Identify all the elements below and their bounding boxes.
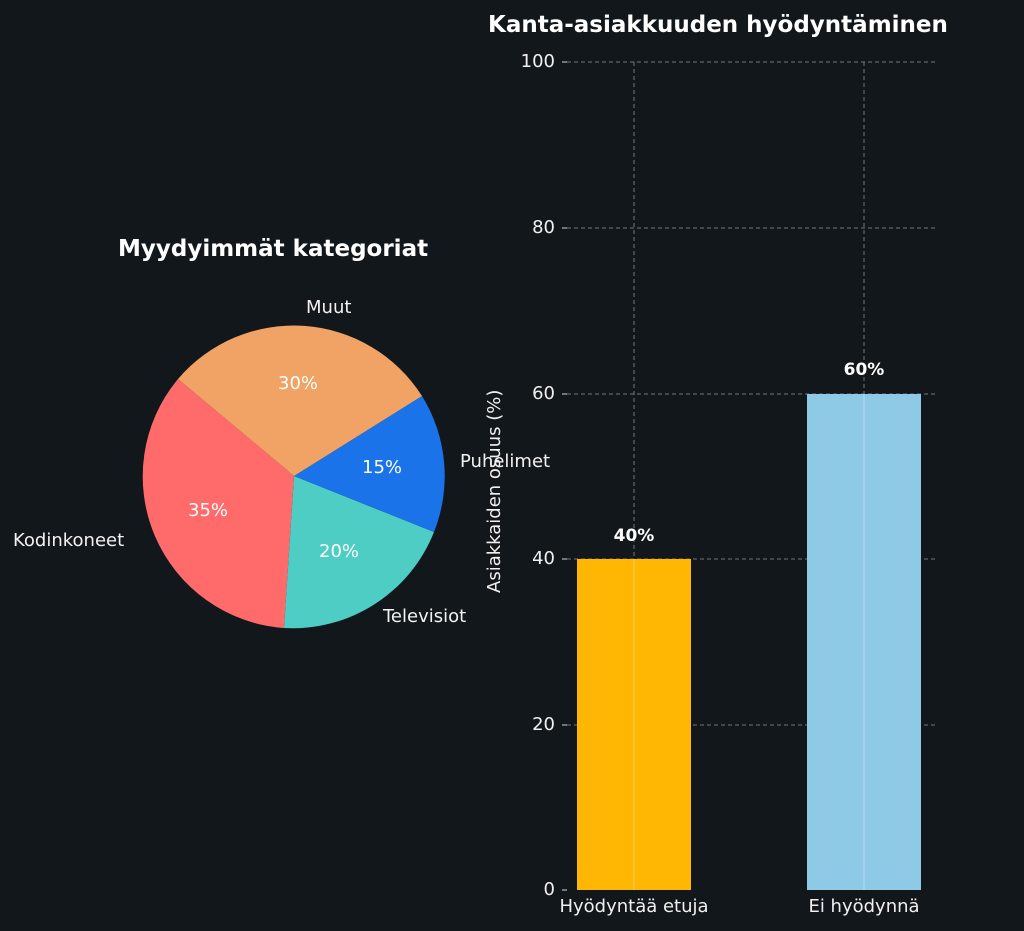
pie-label-puhelimet: Puhelimet bbox=[460, 451, 551, 472]
pie-label-televisiot: Televisiot bbox=[383, 606, 467, 627]
pie-chart bbox=[142, 325, 445, 629]
pie-slice-puhelimet bbox=[294, 396, 445, 532]
pie-label-kodinkoneet: Kodinkoneet bbox=[13, 530, 125, 551]
pie-slice-televisiot bbox=[284, 476, 434, 629]
bar-chart-title: Kanta-asiakkuuden hyödyntäminen bbox=[488, 12, 948, 38]
pie-slice-kodinkoneet bbox=[142, 379, 294, 628]
pie-chart-title: Myydyimmät kategoriat bbox=[118, 236, 429, 262]
pie-label-muut: Muut bbox=[306, 297, 352, 318]
y-axis-label: Asiakkaiden osuus (%) bbox=[484, 389, 505, 593]
bar-value-hyodyntaa: 40% bbox=[613, 526, 655, 546]
y-tick-60: 60 bbox=[532, 383, 555, 404]
y-tick-0: 0 bbox=[543, 879, 555, 900]
y-tick-100: 100 bbox=[520, 51, 555, 72]
y-tick-40: 40 bbox=[532, 548, 555, 569]
bar-hyodyntaa-etuja bbox=[577, 559, 691, 890]
bar-ei-hyodynna bbox=[807, 394, 921, 890]
pie-pct-muut: 30% bbox=[278, 373, 319, 394]
y-tick-marks bbox=[562, 61, 567, 891]
y-tick-20: 20 bbox=[532, 714, 555, 735]
pie-pct-puhelimet: 15% bbox=[362, 457, 403, 478]
pie-pct-televisiot: 20% bbox=[319, 541, 360, 562]
pie-pct-kodinkoneet: 35% bbox=[188, 500, 229, 521]
x-tick-hyodyntaa-etuja: Hyödyntää etuja bbox=[559, 896, 709, 917]
bar-value-ei-hyodynna: 60% bbox=[843, 360, 885, 380]
y-tick-80: 80 bbox=[532, 217, 555, 238]
pie-slice-muut bbox=[178, 325, 422, 476]
x-tick-ei-hyodynna: Ei hyödynnä bbox=[808, 896, 920, 917]
